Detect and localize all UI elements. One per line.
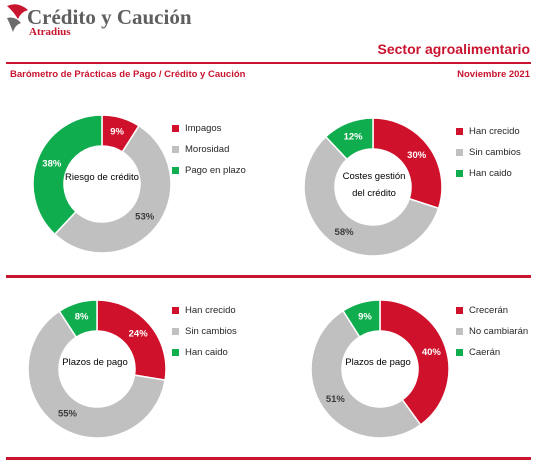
legend-swatch [172, 349, 179, 356]
legend-item: Morosidad [172, 139, 246, 160]
donut-data-label: 53% [135, 212, 155, 223]
section-rule [6, 275, 531, 278]
legend-label: Pago en plazo [185, 165, 246, 176]
legend-swatch [456, 170, 463, 177]
logo-red-mark [7, 4, 28, 19]
chart-plazos-pago-prevision: 40% 51% 9% [310, 299, 450, 439]
chart-center-label: Plazos de pago [345, 357, 411, 368]
legend-label: Han crecido [185, 305, 236, 316]
donut-slice [27, 310, 166, 439]
legend-item: Han caido [172, 342, 237, 363]
legend-item: Impagos [172, 118, 246, 139]
donut-slice [53, 124, 172, 254]
chart-center-label: Plazos de pago [62, 357, 128, 368]
donut-data-label: 9% [358, 312, 372, 323]
legend-swatch [172, 167, 179, 174]
logo-grey-mark [7, 17, 21, 32]
donut-data-label: 9% [110, 127, 124, 138]
legend-costes-gestion: Han crecido Sin cambios Han caido [456, 121, 521, 184]
chart-plazos-pago: 24% 55% 8% [27, 299, 167, 439]
legend-label: Morosidad [185, 144, 230, 155]
legend-label: Caerán [469, 347, 501, 358]
donut-data-label: 38% [42, 159, 62, 170]
legend-label: Han caido [469, 168, 512, 179]
legend-item: Han caido [456, 163, 521, 184]
donut-data-label: 51% [326, 394, 346, 405]
legend-item: Han crecido [456, 121, 521, 142]
donut-slice [379, 299, 450, 426]
donut-slice [372, 117, 443, 210]
donut-slice [303, 135, 440, 257]
donut-slice [341, 299, 381, 338]
donut-data-label: 8% [75, 312, 89, 323]
legend-label: Impagos [185, 123, 222, 134]
legend-swatch [456, 128, 463, 135]
donut-slice [32, 114, 103, 236]
donut-data-label: 58% [335, 227, 355, 238]
donut-data-label: 30% [407, 150, 427, 161]
legend-item: Caerán [456, 342, 528, 363]
legend-label: Crecerán [469, 305, 509, 316]
legend-item: Han crecido [172, 300, 237, 321]
legend-item: Sin cambios [456, 142, 521, 163]
legend-swatch [456, 149, 463, 156]
chart-costes-gestion: 30% 58% 12% [303, 117, 443, 257]
chart-center-label: Costes gestión del crédito [342, 171, 406, 199]
legend-swatch [456, 349, 463, 356]
legend-riesgo-credito: Impagos Morosidad Pago en plazo [172, 118, 246, 181]
brand-name: Crédito y Caución [27, 5, 192, 29]
donut-slice [96, 299, 167, 382]
legend-label: Sin cambios [469, 147, 521, 158]
legend-plazos-pago: Han crecido Sin cambios Han caido [172, 300, 237, 363]
sector-title: Sector agroalimentario [377, 41, 531, 57]
legend-item: Pago en plazo [172, 160, 246, 181]
legend-swatch [172, 125, 179, 132]
legend-item: Sin cambios [172, 321, 237, 342]
header-rule [6, 62, 531, 64]
donut-slice [310, 309, 422, 439]
legend-plazos-pago-prevision: Crecerán No cambiarán Caerán [456, 300, 528, 363]
report-subtitle: Barómetro de Prácticas de Pago / Crédito… [10, 69, 246, 80]
donut-data-label: 40% [422, 347, 442, 358]
legend-swatch [456, 307, 463, 314]
donut-data-label: 12% [344, 131, 364, 142]
donut-slice [324, 117, 374, 161]
legend-label: Han caido [185, 347, 228, 358]
donut-data-label: 24% [129, 329, 149, 340]
legend-item: No cambiarán [456, 321, 528, 342]
legend-swatch [456, 328, 463, 335]
chart-riesgo-credito: 9% 53% 38% [32, 114, 172, 254]
report-date: Noviembre 2021 [457, 69, 530, 80]
donut-data-label: 55% [58, 409, 78, 420]
legend-label: Sin cambios [185, 326, 237, 337]
donut-slice [58, 299, 98, 339]
legend-label: Han crecido [469, 126, 520, 137]
footer-rule [6, 457, 531, 460]
legend-swatch [172, 146, 179, 153]
legend-item: Crecerán [456, 300, 528, 321]
legend-swatch [172, 307, 179, 314]
legend-swatch [172, 328, 179, 335]
legend-label: No cambiarán [469, 326, 529, 337]
logo [7, 4, 28, 32]
brand-subname: Atradius [29, 26, 71, 38]
chart-center-label: Riesgo de crédito [65, 172, 139, 183]
